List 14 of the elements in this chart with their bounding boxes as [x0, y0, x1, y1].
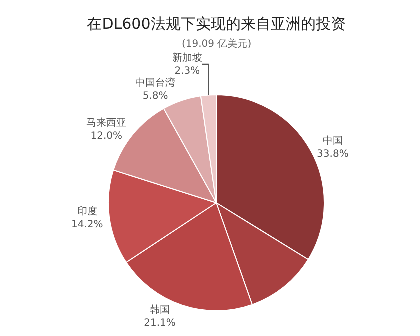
- data-label: 5.8%: [142, 91, 168, 102]
- data-label: 2.3%: [174, 66, 200, 77]
- slice-label: 中国: [322, 134, 343, 147]
- slice-label: 中国台湾: [136, 77, 176, 89]
- slice-label: 韩国: [150, 304, 170, 316]
- data-label: 14.2%: [72, 220, 104, 231]
- slice-label: 新加坡: [172, 52, 202, 64]
- slice-label: 印度: [77, 206, 98, 218]
- data-label: 12.0%: [90, 131, 122, 142]
- chart-subtitle: (19.09 亿美元): [182, 38, 252, 50]
- chart-title: 在DL600法规下实现的来自亚洲的投资: [87, 14, 346, 33]
- data-label: 21.1%: [144, 318, 176, 330]
- data-label: 33.8%: [317, 148, 349, 160]
- slice-label: 马来西亚: [86, 117, 127, 130]
